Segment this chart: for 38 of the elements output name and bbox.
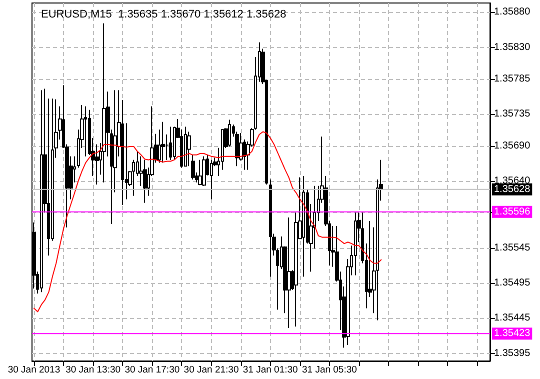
candlestick <box>269 179 272 278</box>
ref-line-label: 1.35596 <box>494 206 531 218</box>
y-tick-label: 1.35690 <box>494 140 531 152</box>
candlestick <box>191 154 195 180</box>
y-tick-label: 1.35545 <box>494 242 531 254</box>
x-tick-label: 31 Jan 05:30 <box>302 364 357 376</box>
x-tick-label: 30 Jan 21:30 <box>184 364 239 376</box>
line-series <box>33 131 382 312</box>
x-tick-label: 30 Jan 2013 <box>8 364 60 376</box>
candlestick <box>184 126 187 167</box>
y-tick-label: 1.35830 <box>494 42 531 53</box>
candlestick <box>210 159 213 200</box>
candlestick <box>102 22 106 183</box>
candlestick <box>354 212 357 276</box>
y-tick-label: 1.35395 <box>494 348 531 359</box>
candlestick <box>161 121 165 164</box>
ref-line-label: 1.35423 <box>494 328 531 340</box>
candlestick <box>202 156 206 186</box>
ref-line-label: 1.35628 <box>494 184 531 195</box>
candlestick <box>302 176 305 278</box>
candlestick <box>40 90 43 293</box>
candlestick <box>187 131 191 167</box>
x-tick-label: 30 Jan 17:30 <box>124 364 180 376</box>
y-tick-label: 1.35640 <box>494 175 531 186</box>
candlestick <box>143 159 147 204</box>
candlestick <box>228 119 231 147</box>
y-tick-label: 1.35445 <box>494 312 531 324</box>
x-tick-label: 31 Jan 01:30 <box>242 364 298 376</box>
text: EURUSD,M15 1.35635 1.35670 1.35612 1.35628 <box>41 8 286 20</box>
y-tick-label: 1.35735 <box>494 108 531 120</box>
candlestick <box>84 106 87 157</box>
y-tick-label: 1.35785 <box>494 73 531 84</box>
y-tick-label: 1.35495 <box>494 277 531 288</box>
candlestick <box>287 217 291 328</box>
candlestick <box>198 159 202 186</box>
x-tick-label: 30 Jan 13:30 <box>66 364 121 376</box>
y-tick-label: 1.35880 <box>494 6 531 18</box>
candlestick <box>169 126 172 160</box>
